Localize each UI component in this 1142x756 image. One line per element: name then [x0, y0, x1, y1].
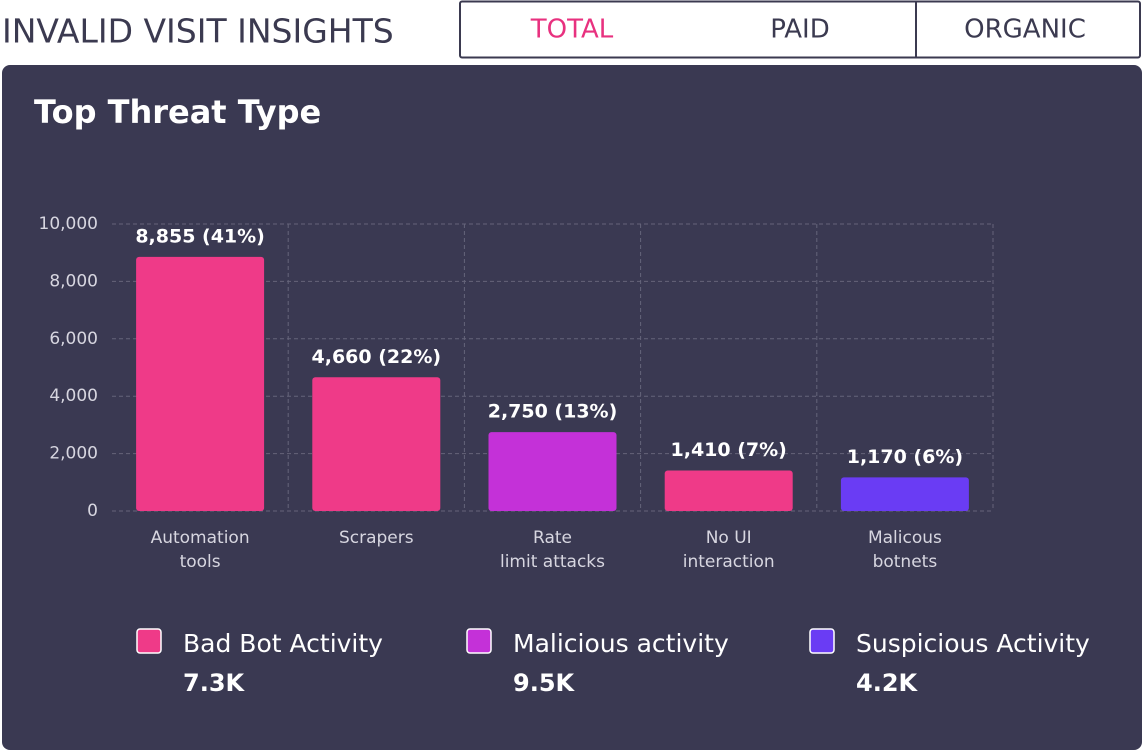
legend-swatch	[466, 628, 492, 654]
chart-title: Top Threat Type	[34, 93, 321, 131]
bar	[488, 432, 617, 511]
value-label: 8,855 (41%)	[135, 225, 265, 247]
value-label: 1,170 (6%)	[847, 446, 963, 468]
y-tick-label: 0	[87, 501, 98, 521]
bar	[136, 256, 265, 511]
y-tick-label: 4,000	[49, 386, 98, 406]
x-tick-label: Scrapers	[339, 528, 414, 548]
legend-value: 4.2K	[856, 669, 919, 697]
bar	[312, 377, 441, 511]
legend-label: Suspicious Activity	[856, 629, 1090, 658]
value-label: 2,750 (13%)	[488, 401, 618, 423]
y-tick-label: 6,000	[49, 329, 98, 349]
y-tick-label: 2,000	[49, 444, 98, 464]
legend-label: Malicious activity	[513, 629, 729, 658]
tab[interactable]: PAID	[770, 15, 830, 45]
tab-group	[459, 0, 1141, 59]
legend-swatch	[809, 628, 835, 654]
legend-label: Bad Bot Activity	[183, 629, 383, 658]
page-title: INVALID VISIT INSIGHTS	[2, 12, 394, 51]
bar	[840, 477, 969, 511]
y-tick-label: 10,000	[39, 214, 98, 234]
x-tick-label: Rate limit attacks	[500, 528, 605, 572]
legend-value: 9.5K	[513, 669, 576, 697]
legend-value: 7.3K	[183, 669, 246, 697]
tab[interactable]: TOTAL	[530, 15, 614, 45]
y-tick-label: 8,000	[49, 271, 98, 291]
bar	[664, 470, 793, 511]
x-tick-label: Malicous botnets	[868, 528, 942, 572]
value-label: 1,410 (7%)	[671, 439, 787, 461]
value-label: 4,660 (22%)	[312, 346, 442, 368]
x-tick-label: No UI interaction	[683, 528, 775, 572]
tab[interactable]: ORGANIC	[964, 15, 1086, 45]
panel	[2, 65, 1142, 750]
legend-swatch	[136, 628, 162, 654]
x-tick-label: Automation tools	[151, 528, 250, 572]
